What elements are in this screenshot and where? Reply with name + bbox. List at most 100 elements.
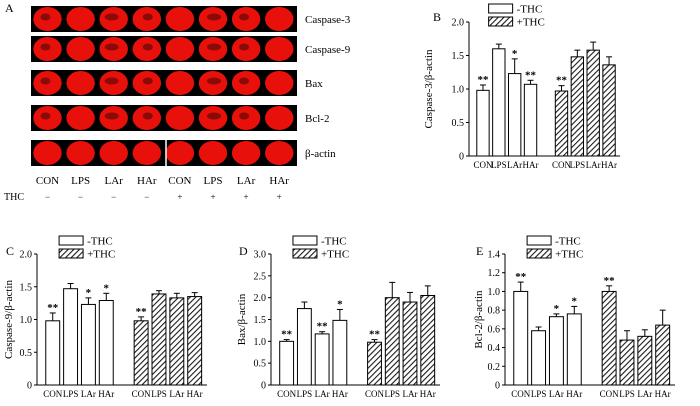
legend-label: -THC	[517, 4, 543, 16]
chart-e: E Bcl-2/β-actin 0 0.2 0.4 0.6 0.8 1.0 1.2 1.4 -THC…	[473, 235, 675, 399]
x-tick-label: LAr	[315, 389, 330, 399]
x-tick-label: LAr	[507, 160, 522, 170]
legend-label: +THC	[321, 249, 349, 261]
y-tick-label: 1.5	[452, 51, 465, 62]
y-tick-label: 0.2	[488, 362, 501, 373]
blot-band-spot	[207, 13, 221, 21]
bar	[554, 90, 569, 157]
x-tick-label: LPS	[63, 389, 79, 399]
legend-swatch	[58, 235, 84, 246]
panel-letter: C	[6, 244, 14, 258]
y-tick-label: 1.2	[488, 268, 501, 279]
significance-marker: **	[515, 271, 527, 283]
x-tick-label: LAr	[586, 160, 601, 170]
blot-band-spot	[239, 43, 250, 51]
chart-c: C Caspase-9/β-actin 0 0.5 1.0 1.5 2.0 -THC+THC *…	[3, 235, 207, 399]
blot-band	[198, 141, 228, 165]
significance-marker: **	[604, 275, 616, 287]
y-tick-label: 0	[459, 152, 464, 163]
x-tick-label: HAr	[601, 160, 617, 170]
bar	[570, 56, 585, 157]
x-tick-label: LPS	[297, 389, 313, 399]
bar	[548, 316, 564, 386]
y-tick-label: 0.5	[452, 118, 465, 129]
y-axis-label: Bcl-2/β-actin	[473, 290, 485, 349]
thc-sign: −	[111, 192, 116, 202]
blot-band	[231, 141, 261, 165]
x-tick-label: LPS	[570, 160, 586, 170]
y-tick-label: 2.0	[254, 293, 267, 304]
lane-label: HAr	[269, 175, 289, 187]
bar	[655, 324, 671, 386]
x-tick-label: HAr	[566, 389, 582, 399]
blot-band-spot	[142, 77, 153, 85]
blot-band-spot	[207, 112, 221, 120]
x-tick-label: LPS	[491, 160, 507, 170]
blot-band	[265, 7, 294, 31]
blot-band	[265, 106, 294, 130]
y-axis-label: Caspase-9/β-actin	[3, 280, 15, 359]
blot-band	[165, 141, 195, 165]
blot-band	[66, 106, 95, 130]
legend-swatch	[488, 16, 514, 27]
bar	[63, 288, 79, 386]
significance-marker: *	[86, 287, 92, 299]
bar-charts: BCaspase-3/β-actin00.51.01.52.0-THC+THC*…	[3, 3, 675, 399]
x-tick-label: CON	[277, 389, 297, 399]
legend-label: -THC	[555, 236, 581, 248]
chart-d: D Bax/β-actin 0 0.5 1.0 1.5 2.0 2.5 3.0 -THC+THC *…	[236, 235, 440, 399]
x-tick-label: LPS	[384, 389, 400, 399]
significance-marker: **	[281, 329, 293, 341]
bar	[133, 320, 149, 386]
bar	[384, 297, 400, 386]
blot-band-spot	[40, 13, 51, 21]
lane-label: HAr	[137, 175, 157, 187]
blot-label: Caspase-9	[305, 44, 351, 56]
legend-swatch	[292, 248, 318, 259]
bar	[402, 301, 418, 386]
x-tick-label: HAr	[655, 389, 671, 399]
panel-a: A Caspase-3 Caspase-9 Bax Bcl-2 β-actin CON LPS…	[4, 1, 351, 203]
blot-band-spot	[40, 77, 51, 85]
bar	[151, 293, 167, 386]
bar	[492, 48, 506, 157]
bar	[566, 313, 582, 386]
x-tick-label: LAr	[169, 389, 184, 399]
blot-band-spot	[239, 112, 250, 120]
lane-label: LAr	[105, 175, 124, 187]
blot-band-spot	[142, 13, 153, 21]
thc-sign: −	[45, 192, 50, 202]
blot-band-spot	[40, 112, 51, 120]
x-tick-label: LAr	[81, 389, 96, 399]
y-tick-label: 1.4	[488, 250, 501, 261]
blot-band	[165, 106, 195, 130]
legend-label: +THC	[517, 17, 545, 29]
bar	[169, 297, 185, 386]
chart-b: B Caspase-3/β-actin 0 0.5 1.0 1.5 2.0 -THC+THC *…	[423, 3, 620, 170]
y-tick-label: 2.0	[20, 250, 33, 261]
lane-label: CON	[36, 175, 59, 187]
bar	[637, 335, 653, 386]
panel-letter: B	[433, 10, 441, 24]
blot-band-spot	[239, 13, 250, 21]
blot-band	[33, 141, 62, 165]
x-tick-label: HAr	[420, 389, 436, 399]
thc-sign: −	[144, 192, 149, 202]
y-tick-label: 2.0	[452, 18, 465, 29]
significance-marker: **	[525, 69, 537, 81]
bar	[586, 49, 600, 157]
x-tick-label: CON	[600, 389, 620, 399]
blot-band	[265, 141, 294, 165]
legend-swatch	[526, 248, 552, 259]
x-tick-label: LPS	[619, 389, 635, 399]
blot-band	[66, 141, 95, 165]
lane-label: LPS	[204, 175, 223, 187]
thc-sign: +	[210, 192, 215, 202]
significance-marker: **	[369, 329, 381, 341]
x-tick-label: LPS	[531, 389, 547, 399]
blot-band	[132, 141, 161, 165]
y-axis-label: Caspase-3/β-actin	[423, 49, 435, 128]
blot-band-spot	[104, 112, 119, 120]
bar	[476, 89, 490, 157]
